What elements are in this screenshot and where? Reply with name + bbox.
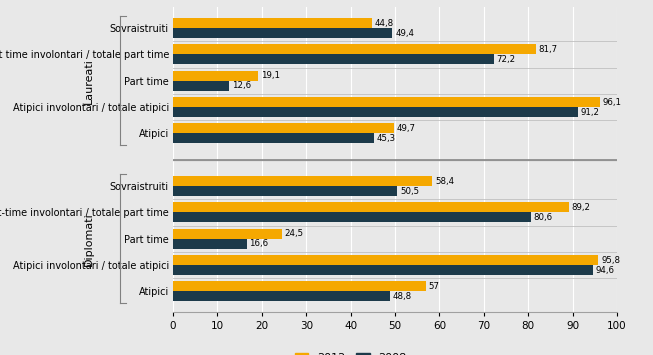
Text: 58,4: 58,4 bbox=[435, 176, 454, 186]
Bar bbox=[173, 124, 394, 133]
Bar bbox=[173, 291, 390, 301]
Text: 94,6: 94,6 bbox=[596, 266, 614, 274]
Text: 91,2: 91,2 bbox=[581, 108, 599, 116]
Bar bbox=[173, 107, 578, 117]
Text: 81,7: 81,7 bbox=[539, 45, 558, 54]
Text: 95,8: 95,8 bbox=[601, 256, 620, 264]
Bar bbox=[173, 186, 397, 196]
Bar bbox=[173, 97, 599, 107]
Legend: 2012, 2008: 2012, 2008 bbox=[290, 349, 411, 355]
Text: 72,2: 72,2 bbox=[496, 55, 515, 64]
Bar bbox=[173, 133, 374, 143]
Bar bbox=[173, 229, 282, 239]
Text: 45,3: 45,3 bbox=[377, 134, 396, 143]
Text: 89,2: 89,2 bbox=[572, 203, 591, 212]
Bar bbox=[173, 255, 598, 265]
Text: 50,5: 50,5 bbox=[400, 187, 419, 196]
Bar bbox=[173, 54, 494, 65]
Bar bbox=[173, 202, 569, 212]
Text: Diplomati: Diplomati bbox=[84, 212, 93, 266]
Bar bbox=[173, 28, 392, 38]
Bar bbox=[173, 239, 247, 249]
Text: 57: 57 bbox=[429, 282, 440, 291]
Text: 49,4: 49,4 bbox=[395, 29, 414, 38]
Bar bbox=[173, 81, 229, 91]
Bar bbox=[173, 71, 258, 81]
Bar bbox=[173, 265, 593, 275]
Bar bbox=[173, 282, 426, 291]
Text: 12,6: 12,6 bbox=[232, 81, 251, 90]
Bar bbox=[173, 44, 536, 54]
Text: 44,8: 44,8 bbox=[375, 19, 394, 28]
Text: 24,5: 24,5 bbox=[285, 229, 304, 238]
Text: 80,6: 80,6 bbox=[534, 213, 552, 222]
Text: 48,8: 48,8 bbox=[392, 292, 411, 301]
Text: 16,6: 16,6 bbox=[249, 239, 268, 248]
Text: 19,1: 19,1 bbox=[261, 71, 279, 80]
Bar bbox=[173, 176, 432, 186]
Text: 49,7: 49,7 bbox=[396, 124, 415, 133]
Bar bbox=[173, 212, 531, 222]
Text: 96,1: 96,1 bbox=[603, 98, 622, 106]
Text: Laureati: Laureati bbox=[84, 58, 93, 104]
Bar bbox=[173, 18, 372, 28]
